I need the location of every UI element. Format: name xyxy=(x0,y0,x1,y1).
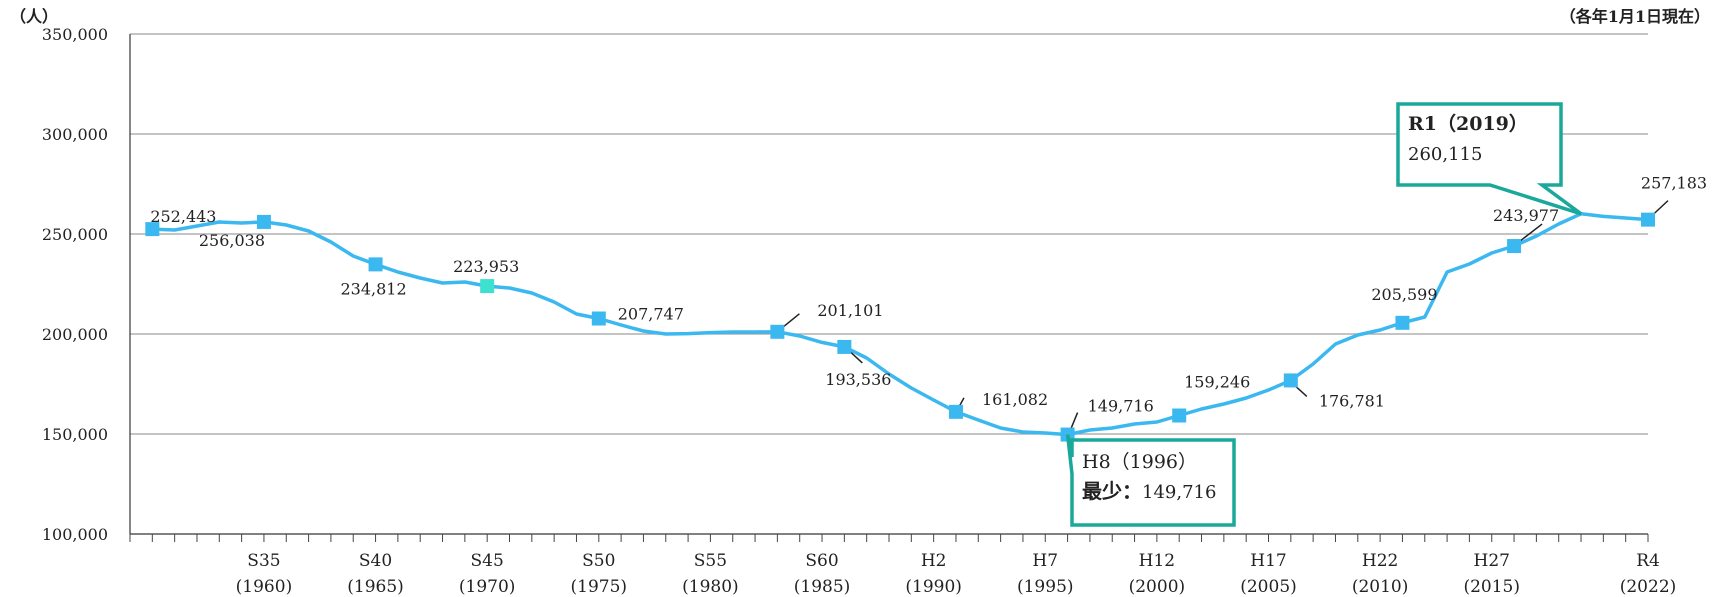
data-markers xyxy=(145,212,1655,442)
data-marker xyxy=(1395,315,1410,330)
data-label: 223,953 xyxy=(453,257,519,276)
x-tick-year: (1985) xyxy=(794,577,851,597)
leader-line xyxy=(1295,385,1308,397)
x-tick-era: S40 xyxy=(359,551,392,571)
data-marker xyxy=(480,279,495,294)
callout-box-h8 xyxy=(1065,434,1236,527)
x-tick-era: S60 xyxy=(805,551,838,571)
data-label: 207,747 xyxy=(618,305,684,324)
callout-h8-title: H8（1996） xyxy=(1082,451,1197,473)
data-marker xyxy=(145,222,160,237)
x-tick-year: (2022) xyxy=(1620,577,1677,597)
callout-box-r1 xyxy=(1396,102,1583,216)
x-tick-era: H17 xyxy=(1250,551,1286,571)
data-label: 149,716 xyxy=(1088,397,1154,416)
callout-h8-prefix: 最少： xyxy=(1082,479,1142,503)
data-label: 176,781 xyxy=(1319,391,1385,410)
leader-line xyxy=(1519,223,1543,242)
y-unit-label: （人） xyxy=(10,7,58,26)
y-tick-label: 200,000 xyxy=(42,325,108,344)
y-tick-label: 100,000 xyxy=(42,525,108,544)
data-label: 201,101 xyxy=(817,301,883,320)
data-marker xyxy=(837,339,852,354)
x-tick-year: (1990) xyxy=(905,577,962,597)
data-marker xyxy=(1507,239,1522,254)
callout-r1-title: R1（2019） xyxy=(1408,112,1528,135)
data-label: 257,183 xyxy=(1641,174,1707,193)
x-tick-era: R4 xyxy=(1636,551,1660,571)
data-label: 161,082 xyxy=(982,390,1048,409)
x-tick-year: (1970) xyxy=(459,577,516,597)
y-tick-label: 250,000 xyxy=(42,225,108,244)
callout-h8-line: 最少：149,716 xyxy=(1082,479,1216,503)
x-tick-year: (2015) xyxy=(1463,577,1520,597)
leader-line xyxy=(1652,200,1669,216)
y-tick-label: 150,000 xyxy=(42,425,108,444)
x-tick-year: (1960) xyxy=(236,577,293,597)
y-tick-label: 350,000 xyxy=(42,25,108,44)
data-marker xyxy=(948,404,963,419)
data-label: 205,599 xyxy=(1371,285,1437,304)
x-tick-year: (2000) xyxy=(1129,577,1186,597)
x-tick-era: S50 xyxy=(582,551,615,571)
x-tick-era: S45 xyxy=(471,551,504,571)
leader-lines xyxy=(782,200,1669,430)
x-tick-era: H12 xyxy=(1139,551,1175,571)
data-label: 252,443 xyxy=(150,207,216,226)
x-tick-era: H2 xyxy=(921,551,947,571)
leader-line xyxy=(1069,412,1079,430)
data-marker xyxy=(1283,373,1298,388)
axes xyxy=(129,34,1649,542)
x-tick-era: H27 xyxy=(1474,551,1510,571)
callout-r1-value: 260,115 xyxy=(1408,144,1482,165)
x-tick-year: (1980) xyxy=(682,577,739,597)
data-labels: 252,443 256,038 234,812 223,953 207,747 201,1… xyxy=(150,174,1707,416)
x-tick-year: (2005) xyxy=(1240,577,1297,597)
date-note: （各年1月1日現在） xyxy=(1560,7,1710,26)
x-tick-era: H7 xyxy=(1032,551,1058,571)
series-line xyxy=(150,212,1650,437)
data-label: 243,977 xyxy=(1493,206,1559,225)
x-tick-era: S55 xyxy=(694,551,727,571)
x-tick-year: (1965) xyxy=(347,577,404,597)
callout-h8-value: 149,716 xyxy=(1142,482,1216,503)
data-label: 159,246 xyxy=(1184,373,1250,392)
series-line-path xyxy=(150,212,1650,437)
x-tick-year: (1975) xyxy=(571,577,628,597)
data-label: 193,536 xyxy=(825,370,891,389)
leader-line xyxy=(782,313,800,328)
data-marker xyxy=(1641,212,1655,227)
x-tick-era: H22 xyxy=(1362,551,1398,571)
x-tick-era: S35 xyxy=(247,551,280,571)
x-tick-labels: S35 (1960) S40 (1965) S45 (1970) S50 (1975) S55 (… xyxy=(236,551,1677,597)
x-tick-year: (2010) xyxy=(1352,577,1409,597)
data-marker xyxy=(770,324,785,339)
y-tick-label: 300,000 xyxy=(42,125,108,144)
data-marker xyxy=(1172,408,1187,423)
leader-line xyxy=(849,351,863,364)
y-tick-labels: 350,000 300,000 250,000 200,000 150,000 100,0… xyxy=(42,25,108,544)
data-label: 256,038 xyxy=(199,231,265,250)
data-marker xyxy=(256,214,271,229)
data-marker xyxy=(368,257,383,272)
data-label: 234,812 xyxy=(340,279,406,298)
x-tick-year: (1995) xyxy=(1017,577,1074,597)
data-marker xyxy=(591,311,606,326)
